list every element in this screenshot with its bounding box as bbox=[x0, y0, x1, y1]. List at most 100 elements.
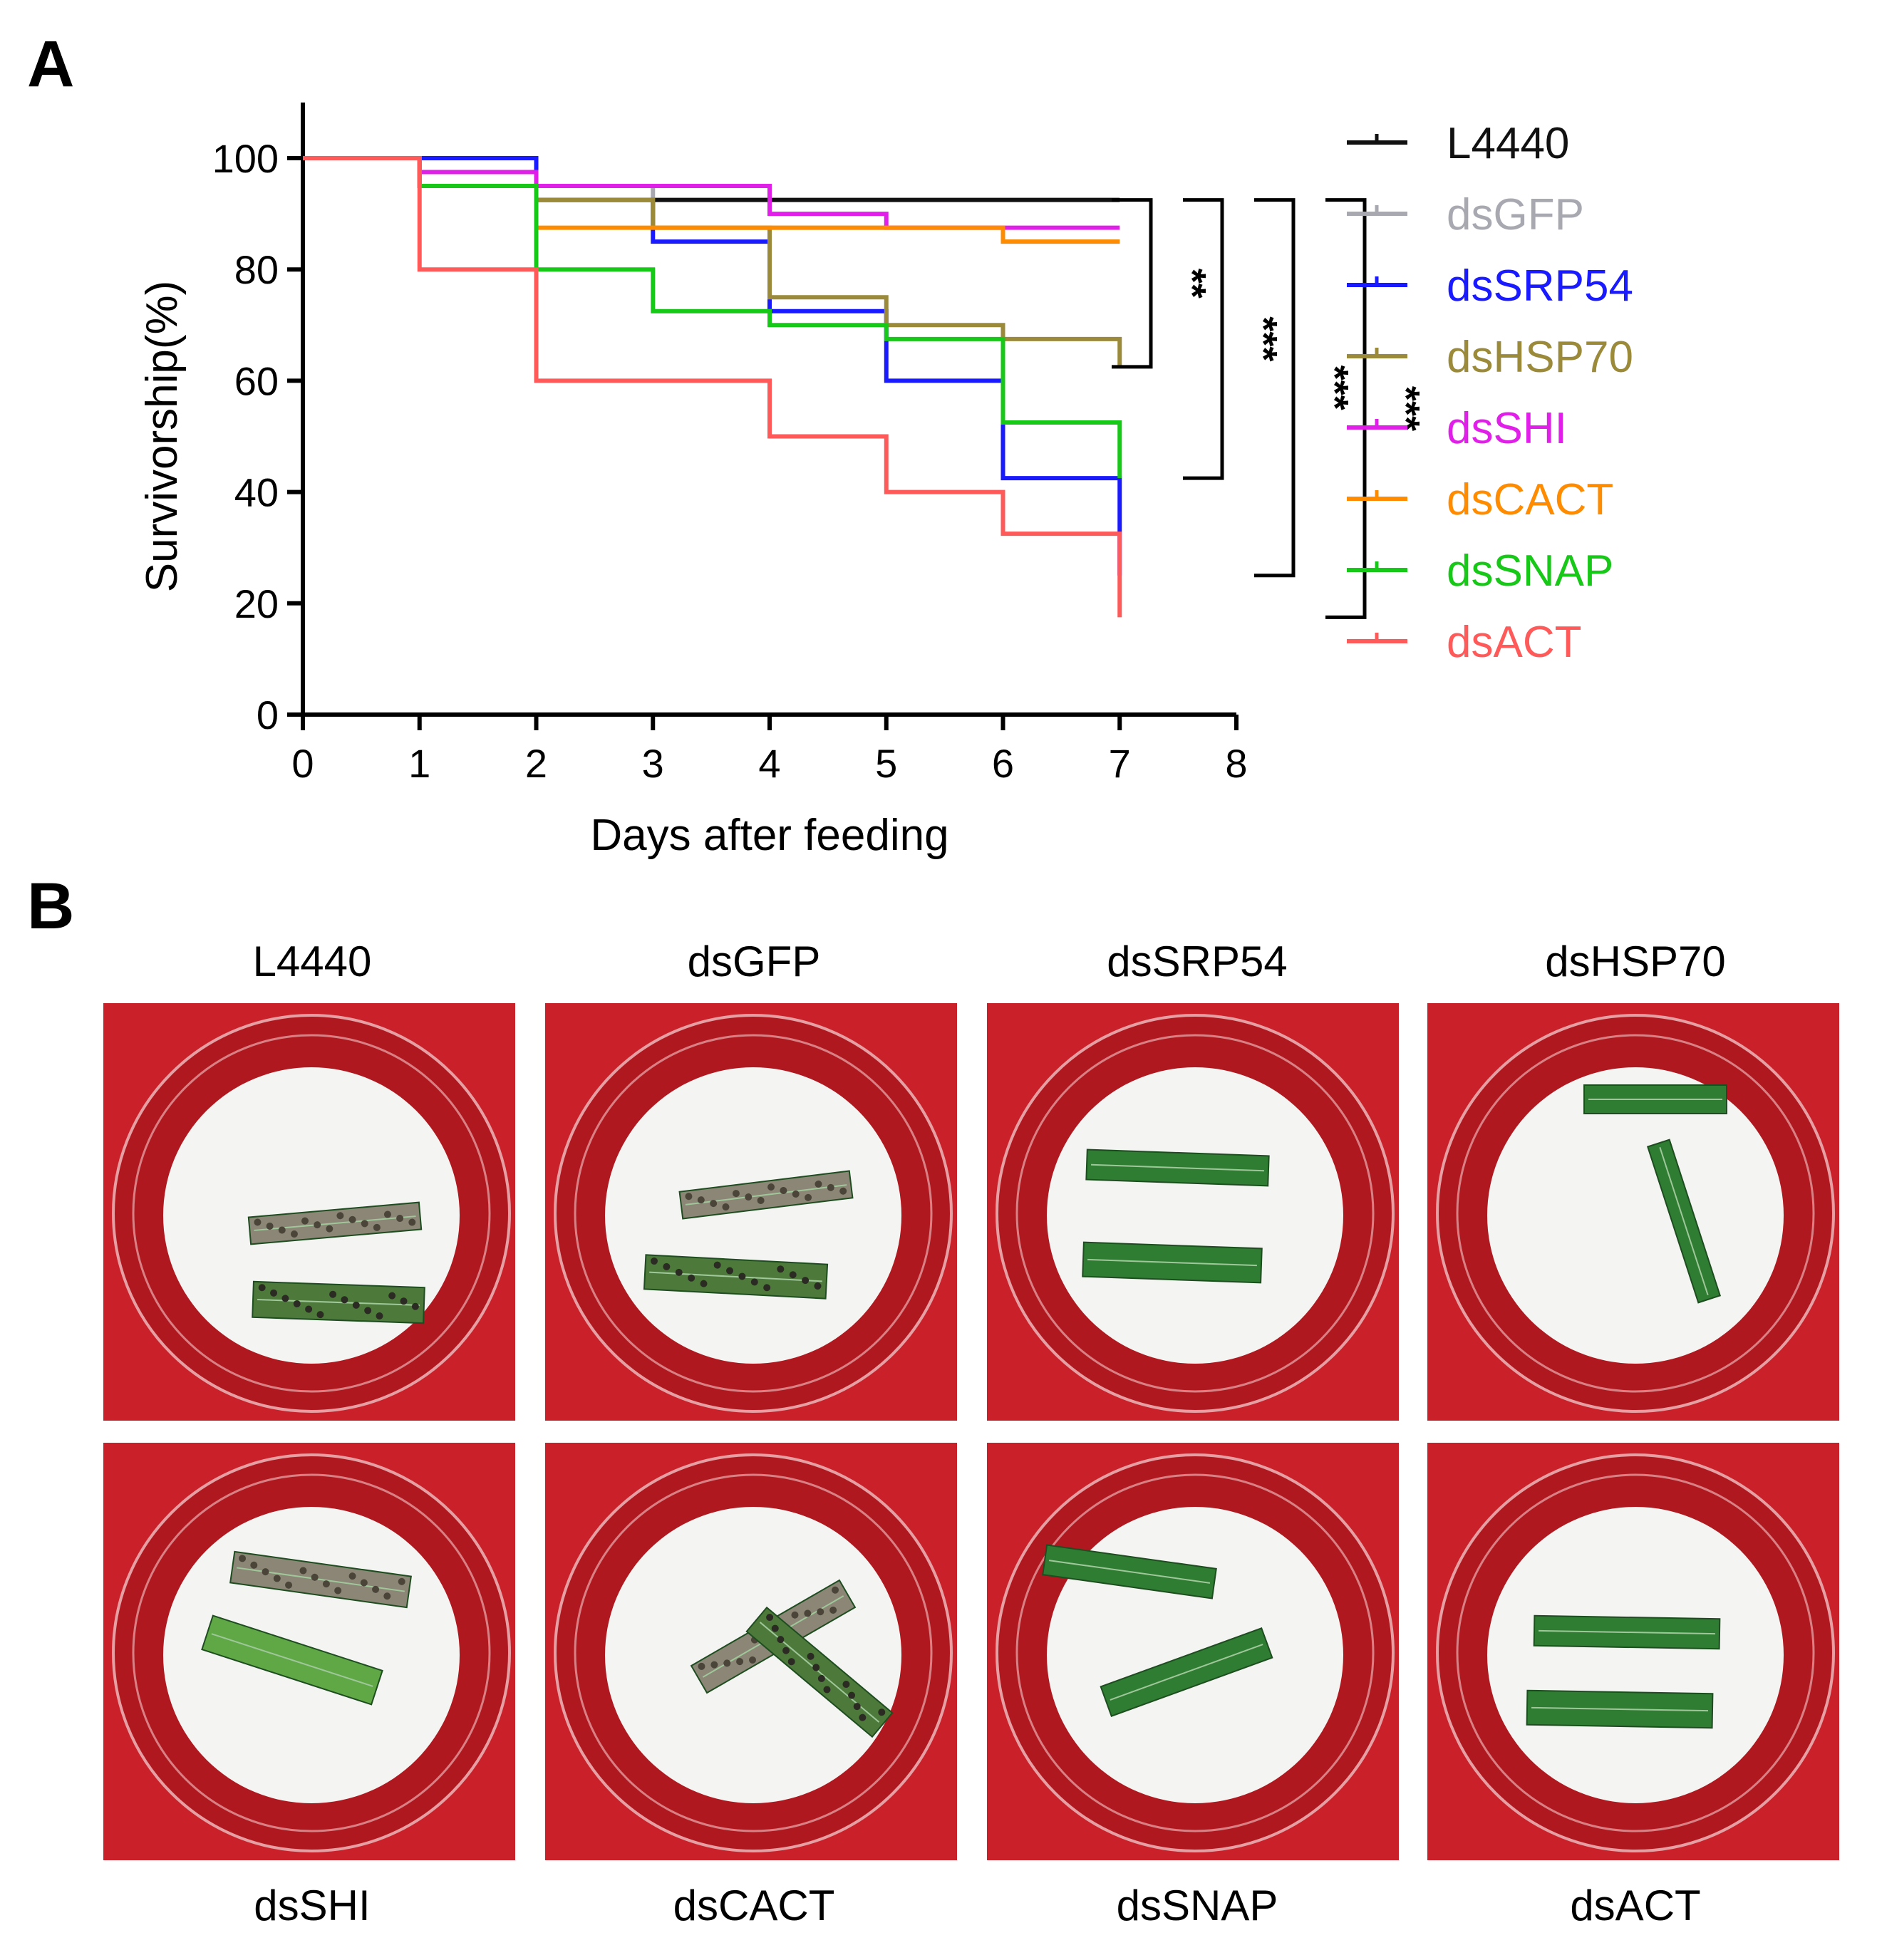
significance-bracket-1 bbox=[1112, 198, 1153, 369]
feeding-damage-spot bbox=[817, 1608, 824, 1616]
feeding-damage-spot bbox=[700, 1280, 708, 1287]
feeding-damage-spot bbox=[663, 1262, 671, 1270]
significance-bracket-2 bbox=[1183, 198, 1224, 480]
feeding-damage-spot bbox=[361, 1220, 368, 1228]
filter-paper bbox=[1487, 1507, 1784, 1803]
legend-label-dsHSP70: dsHSP70 bbox=[1447, 333, 1633, 382]
significance-label-2: *** bbox=[1242, 316, 1285, 361]
feeding-damage-spot bbox=[832, 1586, 839, 1594]
leaf-segment-1 bbox=[1042, 1544, 1217, 1599]
feeding-damage-spot bbox=[710, 1200, 718, 1208]
feeding-damage-spot bbox=[780, 1186, 787, 1194]
petri-dish-inner-rim bbox=[1456, 1034, 1815, 1393]
leaf-midrib bbox=[1087, 1258, 1257, 1267]
x-tick-label-3: 3 bbox=[642, 741, 664, 786]
feeding-damage-spot bbox=[859, 1713, 867, 1721]
feeding-damage-spot bbox=[341, 1296, 348, 1304]
petri-dish-svg bbox=[103, 1003, 515, 1421]
feeding-damage-spot bbox=[791, 1611, 799, 1619]
feeding-damage-spot bbox=[373, 1223, 381, 1231]
feeding-damage-spot bbox=[383, 1210, 391, 1218]
feeding-damage-spot bbox=[254, 1218, 262, 1226]
leaf-segment-1 bbox=[229, 1550, 412, 1609]
feeding-damage-spot bbox=[266, 1222, 274, 1230]
petri-dish-photo-8 bbox=[1427, 1443, 1839, 1860]
x-tick-label-1: 1 bbox=[408, 741, 430, 786]
feeding-damage-spot bbox=[777, 1265, 785, 1273]
feeding-damage-spot bbox=[262, 1568, 269, 1576]
feeding-damage-spot bbox=[763, 1284, 771, 1292]
x-axis-title: Days after feeding bbox=[590, 811, 948, 860]
petri-dish-svg bbox=[987, 1003, 1399, 1421]
feeding-damage-spot bbox=[396, 1215, 404, 1223]
feeding-damage-spot bbox=[789, 1271, 797, 1279]
feeding-damage-spot bbox=[285, 1581, 293, 1589]
feeding-damage-spot bbox=[270, 1289, 278, 1297]
feeding-damage-spot bbox=[675, 1268, 683, 1276]
y-axis-title: Survivorship(%) bbox=[138, 281, 187, 593]
feeding-damage-spot bbox=[807, 1652, 815, 1660]
feeding-damage-spot bbox=[736, 1658, 744, 1666]
legend-label-dsSRP54: dsSRP54 bbox=[1447, 261, 1633, 311]
x-tick-label-4: 4 bbox=[758, 741, 780, 786]
feeding-damage-spot bbox=[757, 1196, 765, 1204]
feeding-damage-spot bbox=[685, 1193, 693, 1201]
petri-dish-svg bbox=[545, 1443, 957, 1860]
feeding-damage-spot bbox=[411, 1302, 419, 1310]
feeding-damage-spot bbox=[388, 1292, 396, 1300]
series-line-dsSNAP bbox=[303, 156, 1122, 479]
y-tick-label-80: 80 bbox=[234, 247, 279, 292]
x-tick-label-5: 5 bbox=[875, 741, 897, 786]
leaf-segment-2 bbox=[1526, 1689, 1714, 1729]
leaf-segment-1 bbox=[1533, 1614, 1721, 1650]
feeding-damage-spot bbox=[722, 1203, 730, 1211]
panel-a-label: A bbox=[27, 28, 75, 100]
feeding-damage-spot bbox=[281, 1295, 289, 1302]
feeding-damage-spot bbox=[817, 1674, 825, 1682]
y-tick-label-100: 100 bbox=[212, 136, 279, 181]
feeding-damage-spot bbox=[750, 1278, 758, 1286]
feeding-damage-spot bbox=[777, 1636, 785, 1644]
x-tick-label-7: 7 bbox=[1109, 741, 1131, 786]
photo-label-5: dsSHI bbox=[254, 1882, 371, 1929]
feeding-damage-spot bbox=[383, 1592, 391, 1600]
legend-label-dsSNAP: dsSNAP bbox=[1447, 546, 1613, 596]
petri-dish-photo-7 bbox=[987, 1443, 1399, 1860]
x-tick-label-8: 8 bbox=[1225, 741, 1247, 786]
feeding-damage-spot bbox=[360, 1579, 368, 1587]
significance-bracket-3 bbox=[1254, 198, 1296, 578]
leaf-segment-1 bbox=[247, 1201, 423, 1245]
feeding-damage-spot bbox=[364, 1307, 372, 1315]
series-line-dsSRP54 bbox=[303, 156, 1122, 576]
feeding-damage-spot bbox=[293, 1300, 301, 1307]
filter-paper bbox=[605, 1067, 901, 1364]
leaf-segment-2 bbox=[643, 1254, 829, 1300]
feeding-damage-spot bbox=[305, 1305, 313, 1313]
leaf-segment-1 bbox=[1583, 1084, 1727, 1114]
feeding-damage-spot bbox=[829, 1606, 837, 1614]
leaf-segment-2 bbox=[1100, 1627, 1273, 1717]
leaf-segment-2 bbox=[201, 1614, 383, 1706]
photo-label-8: dsACT bbox=[1570, 1882, 1701, 1929]
legend-label-L4440: L4440 bbox=[1447, 119, 1569, 168]
feeding-damage-spot bbox=[273, 1575, 281, 1582]
photo-label-3: dsSRP54 bbox=[1107, 938, 1288, 985]
feeding-damage-spot bbox=[278, 1226, 286, 1234]
leaf-midrib bbox=[1659, 1147, 1709, 1295]
feeding-damage-spot bbox=[329, 1290, 337, 1298]
series-line-dsSHI bbox=[303, 156, 1120, 230]
petri-dish-svg bbox=[103, 1443, 515, 1860]
survival-chart: 0 20 40 60 80 100 0 1 2 3 4 5 6 7 8 Days after feeding S… bbox=[138, 102, 1633, 860]
y-tick-label-60: 60 bbox=[234, 358, 279, 403]
petri-dish-svg bbox=[1427, 1003, 1839, 1421]
feeding-damage-spot bbox=[398, 1577, 405, 1585]
significance-bracket-4 bbox=[1325, 198, 1367, 619]
petri-dish-photo-6 bbox=[545, 1443, 957, 1860]
feeding-damage-spot bbox=[732, 1190, 740, 1198]
feeding-damage-spot bbox=[311, 1573, 319, 1581]
petri-dish-inner-rim bbox=[574, 1034, 933, 1393]
leaf-midrib bbox=[1531, 1706, 1708, 1712]
feeding-damage-spot bbox=[372, 1585, 380, 1593]
petri-dish-photo-3 bbox=[987, 1003, 1399, 1421]
feeding-damage-spot bbox=[805, 1193, 812, 1201]
